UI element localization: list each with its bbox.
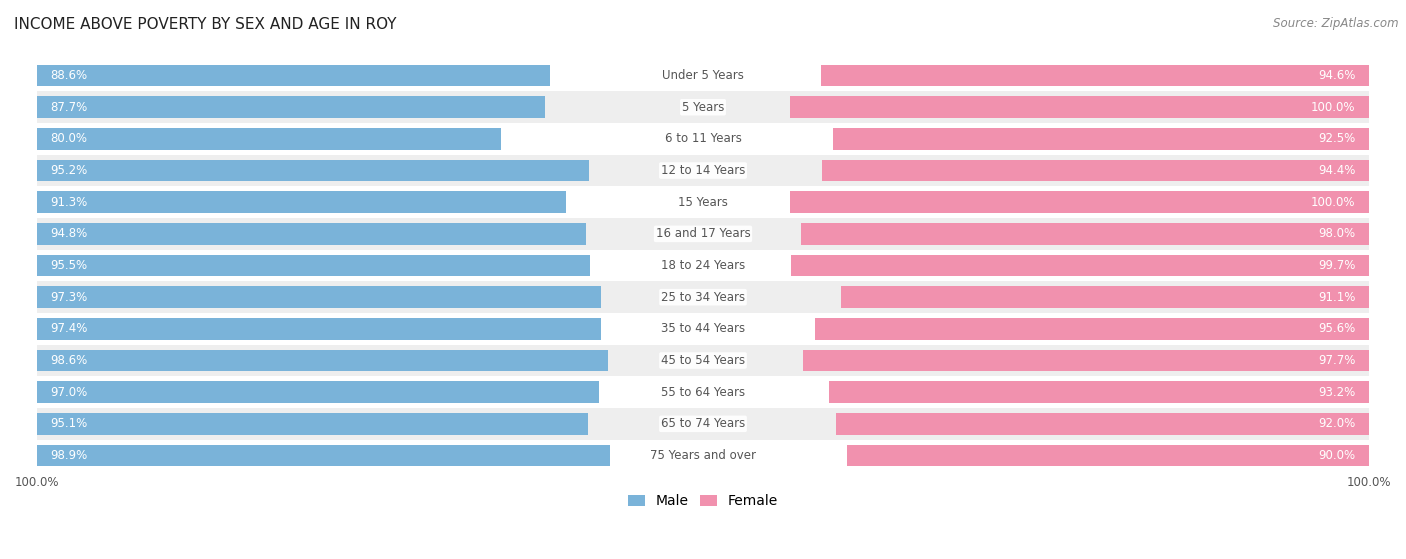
Text: 91.1%: 91.1% xyxy=(1317,291,1355,304)
Bar xyxy=(37,60,1369,91)
Text: 94.4%: 94.4% xyxy=(1317,164,1355,177)
Text: 18 to 24 Years: 18 to 24 Years xyxy=(661,259,745,272)
Bar xyxy=(803,350,1369,371)
Bar xyxy=(37,128,501,150)
Bar xyxy=(37,376,1369,408)
Bar xyxy=(37,318,602,340)
Bar xyxy=(37,345,1369,376)
Bar xyxy=(37,65,550,86)
Bar xyxy=(823,160,1369,181)
Text: 97.3%: 97.3% xyxy=(51,291,87,304)
Text: 98.6%: 98.6% xyxy=(51,354,87,367)
Text: INCOME ABOVE POVERTY BY SEX AND AGE IN ROY: INCOME ABOVE POVERTY BY SEX AND AGE IN R… xyxy=(14,17,396,32)
Text: 94.8%: 94.8% xyxy=(51,228,87,240)
Bar xyxy=(832,128,1369,150)
Text: 99.7%: 99.7% xyxy=(1317,259,1355,272)
Text: 90.0%: 90.0% xyxy=(1319,449,1355,462)
Text: 97.0%: 97.0% xyxy=(51,386,87,399)
Text: 95.2%: 95.2% xyxy=(51,164,87,177)
Bar xyxy=(37,445,610,466)
Bar xyxy=(37,123,1369,155)
Text: 98.0%: 98.0% xyxy=(1319,228,1355,240)
Text: 95.1%: 95.1% xyxy=(51,418,87,430)
Text: 88.6%: 88.6% xyxy=(51,69,87,82)
Text: 97.4%: 97.4% xyxy=(51,323,89,335)
Bar xyxy=(37,350,609,371)
Bar xyxy=(841,286,1369,308)
Text: Under 5 Years: Under 5 Years xyxy=(662,69,744,82)
Legend: Male, Female: Male, Female xyxy=(623,489,783,514)
Text: 6 to 11 Years: 6 to 11 Years xyxy=(665,132,741,145)
Text: 92.5%: 92.5% xyxy=(1319,132,1355,145)
Text: 65 to 74 Years: 65 to 74 Years xyxy=(661,418,745,430)
Bar xyxy=(848,445,1369,466)
Bar xyxy=(37,413,588,434)
Bar xyxy=(37,191,567,213)
Bar xyxy=(37,250,1369,281)
Text: 12 to 14 Years: 12 to 14 Years xyxy=(661,164,745,177)
Text: 100.0%: 100.0% xyxy=(1310,101,1355,113)
Text: Source: ZipAtlas.com: Source: ZipAtlas.com xyxy=(1274,17,1399,30)
Bar xyxy=(37,218,1369,250)
Bar xyxy=(37,313,1369,345)
Text: 87.7%: 87.7% xyxy=(51,101,87,113)
Text: 35 to 44 Years: 35 to 44 Years xyxy=(661,323,745,335)
Text: 16 and 17 Years: 16 and 17 Years xyxy=(655,228,751,240)
Bar xyxy=(815,318,1369,340)
Text: 97.7%: 97.7% xyxy=(1317,354,1355,367)
Text: 25 to 34 Years: 25 to 34 Years xyxy=(661,291,745,304)
Text: 98.9%: 98.9% xyxy=(51,449,87,462)
Text: 91.3%: 91.3% xyxy=(51,196,87,209)
Bar xyxy=(37,155,1369,186)
Bar xyxy=(792,255,1369,276)
Bar xyxy=(37,255,591,276)
Bar xyxy=(37,381,599,403)
Bar xyxy=(37,286,600,308)
Bar xyxy=(37,97,546,118)
Bar xyxy=(790,97,1369,118)
Text: 45 to 54 Years: 45 to 54 Years xyxy=(661,354,745,367)
Bar xyxy=(37,186,1369,218)
Bar xyxy=(801,223,1369,245)
Text: 93.2%: 93.2% xyxy=(1319,386,1355,399)
Bar xyxy=(37,160,589,181)
Bar xyxy=(37,440,1369,471)
Text: 55 to 64 Years: 55 to 64 Years xyxy=(661,386,745,399)
Bar xyxy=(37,223,586,245)
Text: 100.0%: 100.0% xyxy=(1310,196,1355,209)
Text: 75 Years and over: 75 Years and over xyxy=(650,449,756,462)
Text: 5 Years: 5 Years xyxy=(682,101,724,113)
Bar xyxy=(830,381,1369,403)
Bar xyxy=(37,408,1369,440)
Bar xyxy=(790,191,1369,213)
Text: 95.6%: 95.6% xyxy=(1319,323,1355,335)
Text: 92.0%: 92.0% xyxy=(1319,418,1355,430)
Bar xyxy=(37,91,1369,123)
Bar xyxy=(821,65,1369,86)
Text: 80.0%: 80.0% xyxy=(51,132,87,145)
Bar xyxy=(37,281,1369,313)
Text: 15 Years: 15 Years xyxy=(678,196,728,209)
Text: 94.6%: 94.6% xyxy=(1317,69,1355,82)
Bar xyxy=(837,413,1369,434)
Text: 95.5%: 95.5% xyxy=(51,259,87,272)
